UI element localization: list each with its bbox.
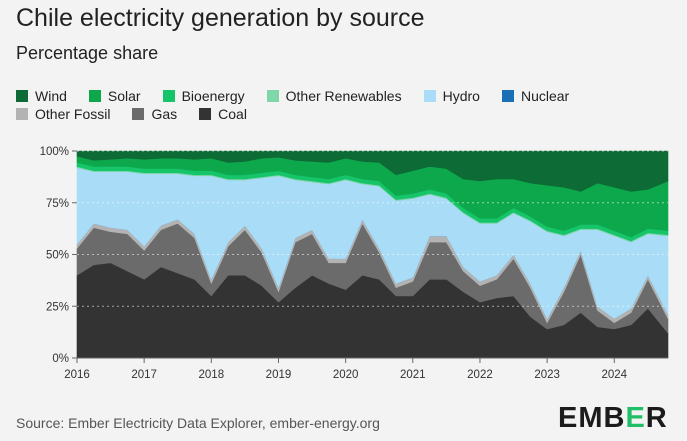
x-tick-label-2016: 2016 bbox=[64, 369, 90, 381]
x-tick-label-2019: 2019 bbox=[266, 369, 292, 381]
source-note: Source: Ember Electricity Data Explorer,… bbox=[16, 415, 380, 431]
legend-label-gas: Gas bbox=[151, 105, 178, 122]
legend-label-coal: Coal bbox=[218, 105, 247, 122]
legend-label-other-fossil: Other Fossil bbox=[35, 105, 111, 122]
x-tick-label-2020: 2020 bbox=[333, 369, 359, 381]
legend-row-2: Other Fossil Gas Coal bbox=[16, 105, 676, 122]
y-tick-label-75: 75% bbox=[46, 198, 69, 210]
legend-item-other-fossil[interactable]: Other Fossil bbox=[16, 106, 110, 122]
legend-item-solar[interactable]: Solar bbox=[88, 87, 141, 104]
logo-text-accent: E bbox=[625, 402, 646, 434]
y-tick-label-50: 50% bbox=[46, 250, 69, 262]
chart-subtitle: Percentage share bbox=[16, 43, 159, 63]
x-tick-label-2022: 2022 bbox=[467, 369, 493, 381]
y-tick-label-0: 0% bbox=[52, 353, 69, 365]
legend-item-coal[interactable]: Coal bbox=[199, 106, 247, 122]
legend-label-other-renewables: Other Renewables bbox=[285, 87, 402, 104]
y-tick-label-25: 25% bbox=[46, 301, 69, 313]
ember-logo: EMBER bbox=[558, 402, 668, 435]
legend-swatch-other-fossil bbox=[16, 107, 28, 120]
legend-label-bioenergy: Bioenergy bbox=[181, 87, 245, 104]
legend-item-nuclear[interactable]: Nuclear bbox=[501, 87, 570, 104]
x-tick-label-2018: 2018 bbox=[199, 369, 225, 381]
legend-swatch-bioenergy bbox=[162, 89, 175, 102]
y-tick-label-100: 100% bbox=[40, 146, 69, 158]
legend-item-wind[interactable]: Wind bbox=[16, 88, 67, 104]
logo-text-start: EMB bbox=[558, 402, 626, 434]
x-tick-label-2021: 2021 bbox=[400, 369, 426, 381]
legend-label-solar: Solar bbox=[107, 87, 141, 104]
legend-row-1: Wind Solar Bioenergy Other Renewables Hy… bbox=[16, 87, 676, 104]
x-tick-label-2017: 2017 bbox=[131, 369, 157, 381]
legend-item-bioenergy[interactable]: Bioenergy bbox=[162, 87, 245, 104]
x-tick-label-2024: 2024 bbox=[601, 369, 627, 381]
legend-swatch-solar bbox=[88, 89, 101, 102]
legend-swatch-nuclear bbox=[501, 89, 514, 102]
legend-label-nuclear: Nuclear bbox=[520, 87, 570, 104]
x-tick-label-2023: 2023 bbox=[534, 369, 560, 381]
legend-swatch-other-renewables bbox=[266, 89, 279, 102]
legend-item-gas[interactable]: Gas bbox=[132, 106, 177, 122]
legend: Wind Solar Bioenergy Other Renewables Hy… bbox=[16, 87, 676, 123]
legend-item-hydro[interactable]: Hydro bbox=[423, 87, 480, 104]
legend-item-other-renewables[interactable]: Other Renewables bbox=[266, 87, 402, 104]
legend-label-wind: Wind bbox=[35, 87, 67, 104]
legend-swatch-wind bbox=[16, 89, 28, 102]
chart-title: Chile electricity generation by source bbox=[16, 4, 425, 32]
legend-swatch-gas bbox=[132, 107, 145, 120]
logo-text-end: R bbox=[645, 402, 668, 434]
legend-swatch-coal bbox=[199, 107, 212, 120]
legend-label-hydro: Hydro bbox=[442, 87, 480, 104]
legend-swatch-hydro bbox=[423, 89, 436, 102]
stacked-area-chart: 0% 25% 50% 75% 100% 2016 2017 2018 2019 2020 2021 2… bbox=[40, 146, 669, 381]
